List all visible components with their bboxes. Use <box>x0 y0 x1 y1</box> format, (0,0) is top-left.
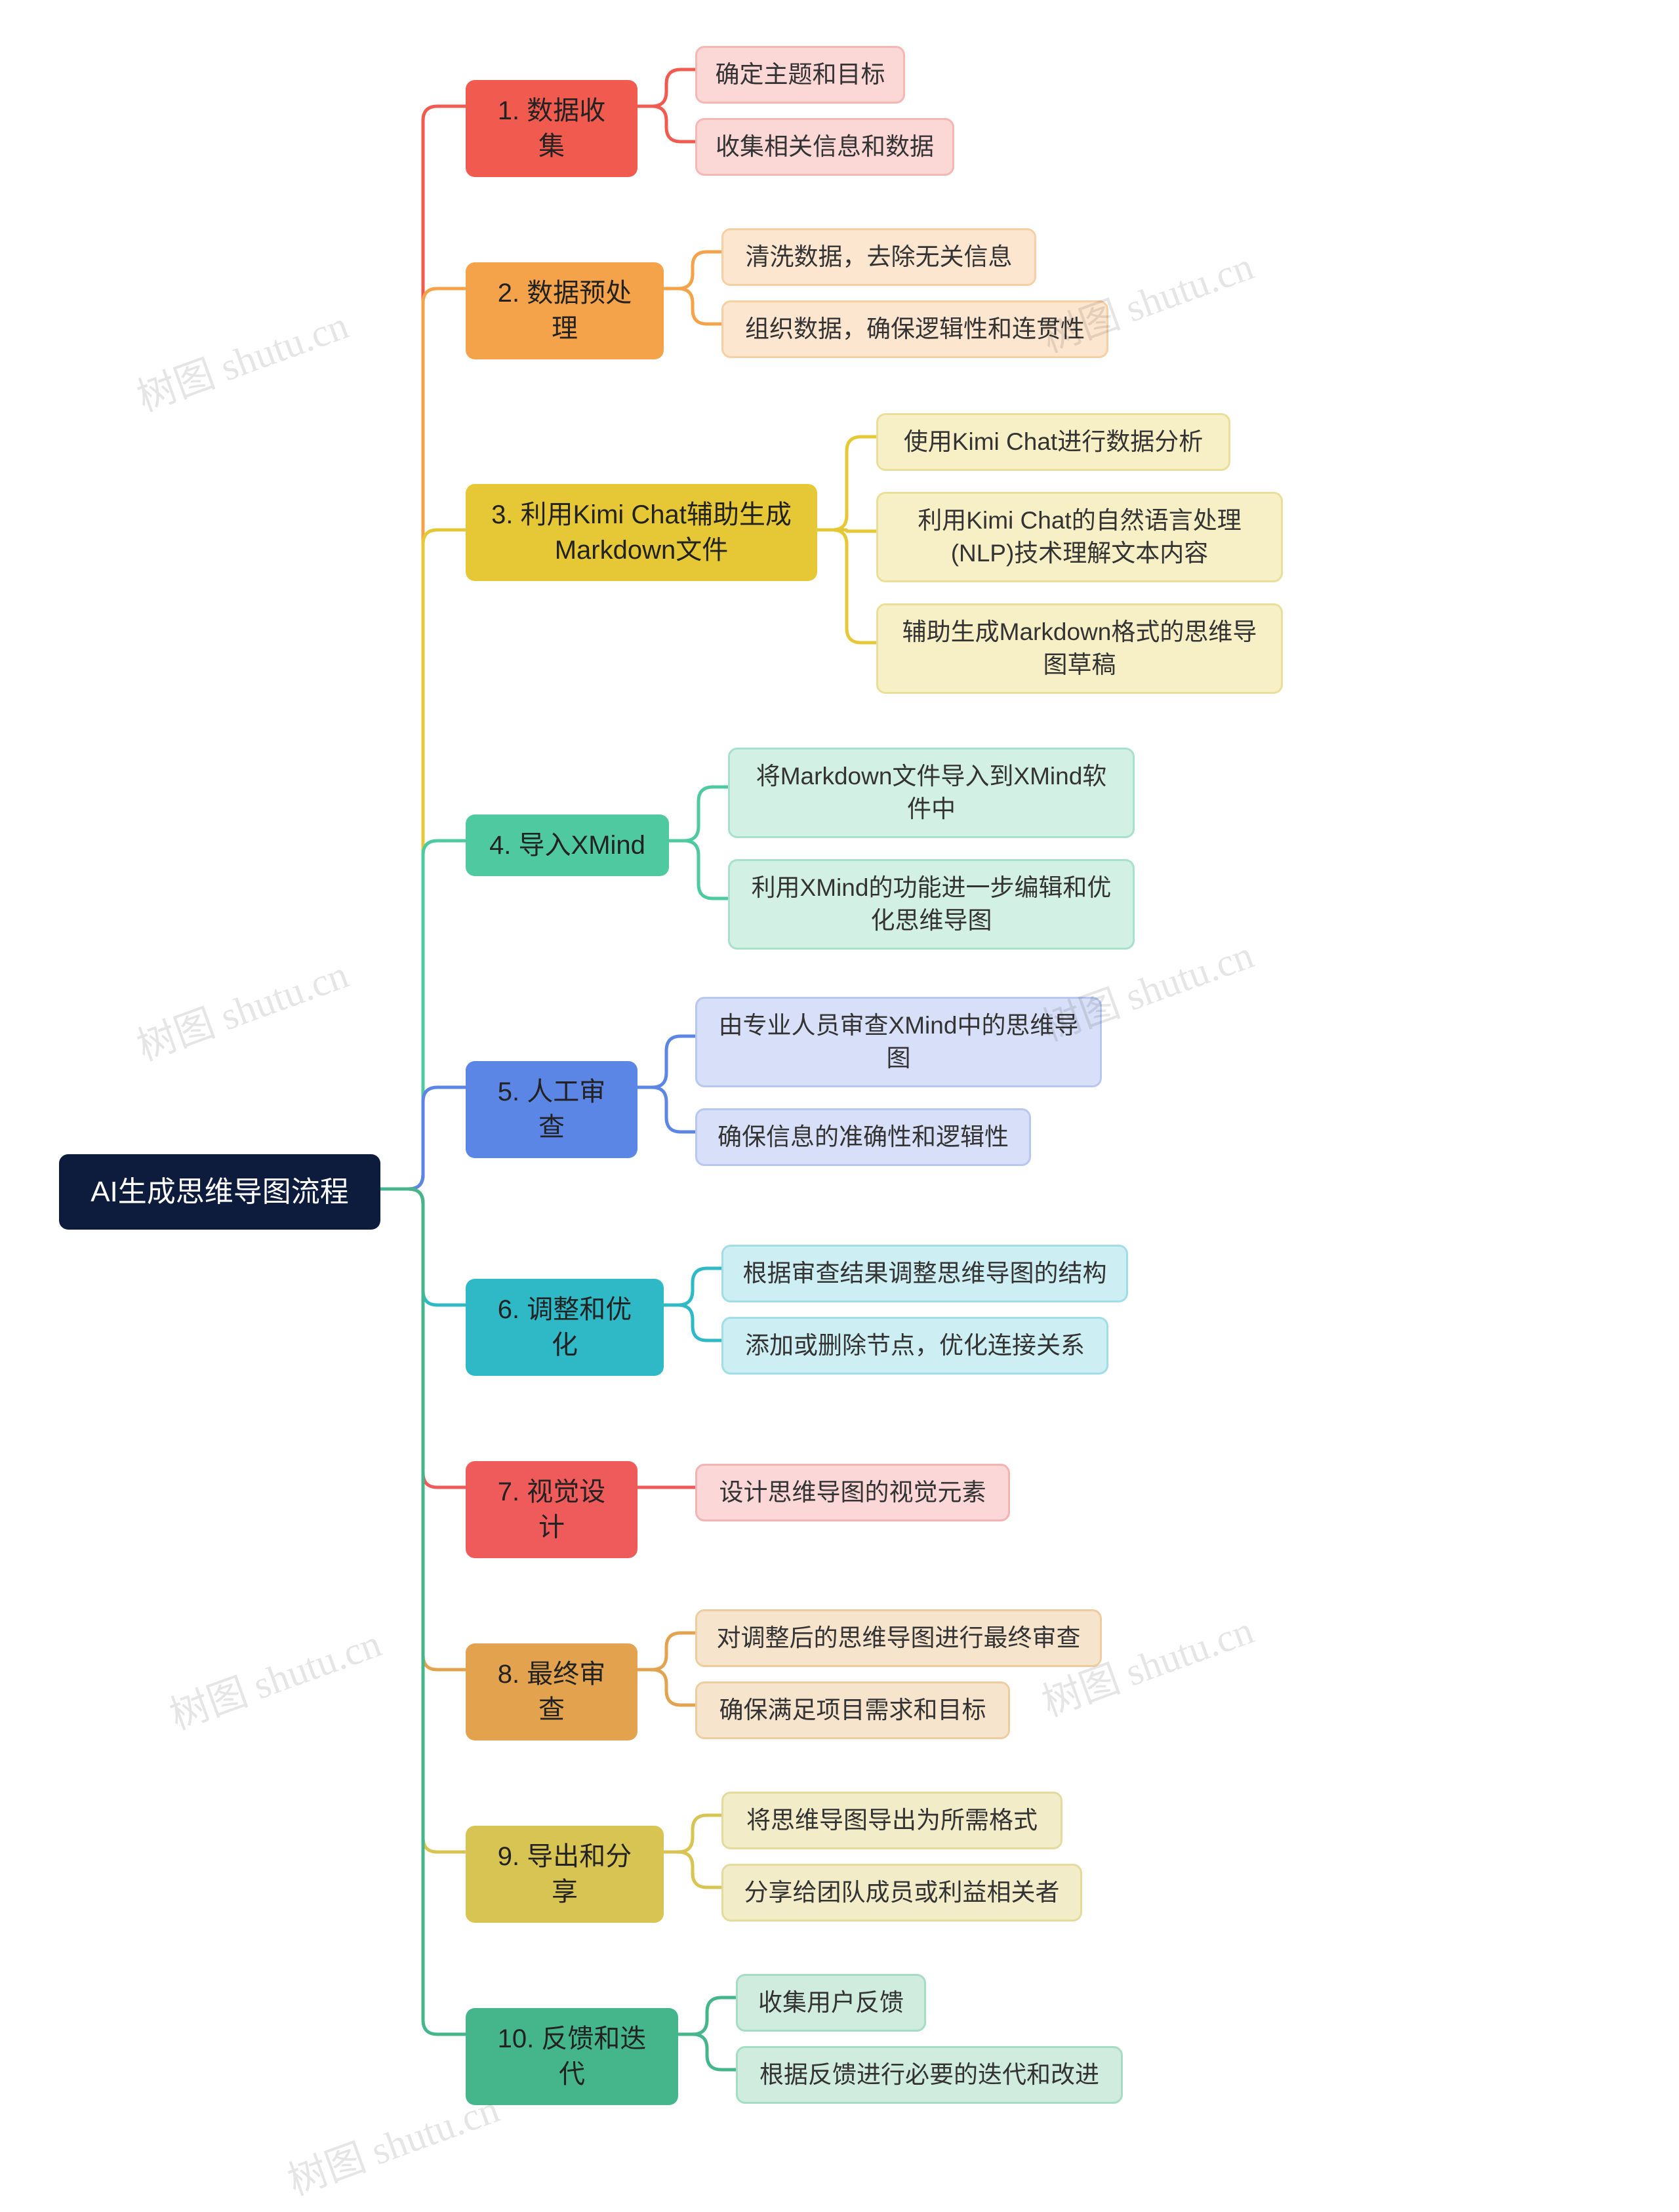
root-noderoot: AI生成思维导图流程 <box>59 1154 380 1230</box>
leaf-node-b1l1: 确定主题和目标 <box>695 46 905 104</box>
leaf-node-b8l2: 确保满足项目需求和目标 <box>695 1681 1010 1739</box>
mindmap-canvas: AI生成思维导图流程 1. 数据收集确定主题和目标收集相关信息和数据 2. 数据预处… <box>0 0 1679 2212</box>
leaf-node-b10l2: 根据反馈进行必要的迭代和改进 <box>736 2046 1123 2104</box>
branch-node-b9: 9. 导出和分享 <box>466 1826 664 1923</box>
branch-node-b1: 1. 数据收集 <box>466 80 637 177</box>
leaf-node-b8l1: 对调整后的思维导图进行最终审查 <box>695 1609 1102 1667</box>
leaf-node-b3l1: 使用Kimi Chat进行数据分析 <box>876 413 1230 471</box>
watermark: 树图 shutu.cn <box>1033 234 1260 363</box>
watermark: 树图 shutu.cn <box>161 1611 388 1740</box>
leaf-node-b3l2: 利用Kimi Chat的自然语言处理(NLP)技术理解文本内容 <box>876 492 1283 582</box>
leaf-node-b6l2: 添加或删除节点，优化连接关系 <box>721 1317 1108 1375</box>
leaf-node-b2l1: 清洗数据，去除无关信息 <box>721 228 1036 286</box>
leaf-node-b7l1: 设计思维导图的视觉元素 <box>695 1464 1010 1521</box>
leaf-node-b9l1: 将思维导图导出为所需格式 <box>721 1792 1062 1849</box>
leaf-node-b3l3: 辅助生成Markdown格式的思维导图草稿 <box>876 603 1283 694</box>
leaf-node-b6l1: 根据审查结果调整思维导图的结构 <box>721 1245 1128 1302</box>
branch-node-b3: 3. 利用Kimi Chat辅助生成Markdown文件 <box>466 484 817 581</box>
branch-node-b4: 4. 导入XMind <box>466 814 669 876</box>
branch-node-b6: 6. 调整和优化 <box>466 1279 664 1376</box>
branch-node-b10: 10. 反馈和迭代 <box>466 2008 678 2105</box>
branch-node-b5: 5. 人工审查 <box>466 1061 637 1158</box>
watermark: 树图 shutu.cn <box>279 2077 506 2206</box>
leaf-node-b5l2: 确保信息的准确性和逻辑性 <box>695 1108 1031 1166</box>
branch-node-b8: 8. 最终审查 <box>466 1643 637 1740</box>
watermark: 树图 shutu.cn <box>128 942 355 1072</box>
leaf-node-b10l1: 收集用户反馈 <box>736 1974 926 2032</box>
leaf-node-b9l2: 分享给团队成员或利益相关者 <box>721 1864 1082 1921</box>
watermark: 树图 shutu.cn <box>128 293 355 422</box>
leaf-node-b1l2: 收集相关信息和数据 <box>695 118 954 176</box>
leaf-node-b4l2: 利用XMind的功能进一步编辑和优化思维导图 <box>728 859 1135 950</box>
branch-node-b7: 7. 视觉设计 <box>466 1461 637 1558</box>
leaf-node-b4l1: 将Markdown文件导入到XMind软件中 <box>728 748 1135 838</box>
branch-node-b2: 2. 数据预处理 <box>466 262 664 359</box>
